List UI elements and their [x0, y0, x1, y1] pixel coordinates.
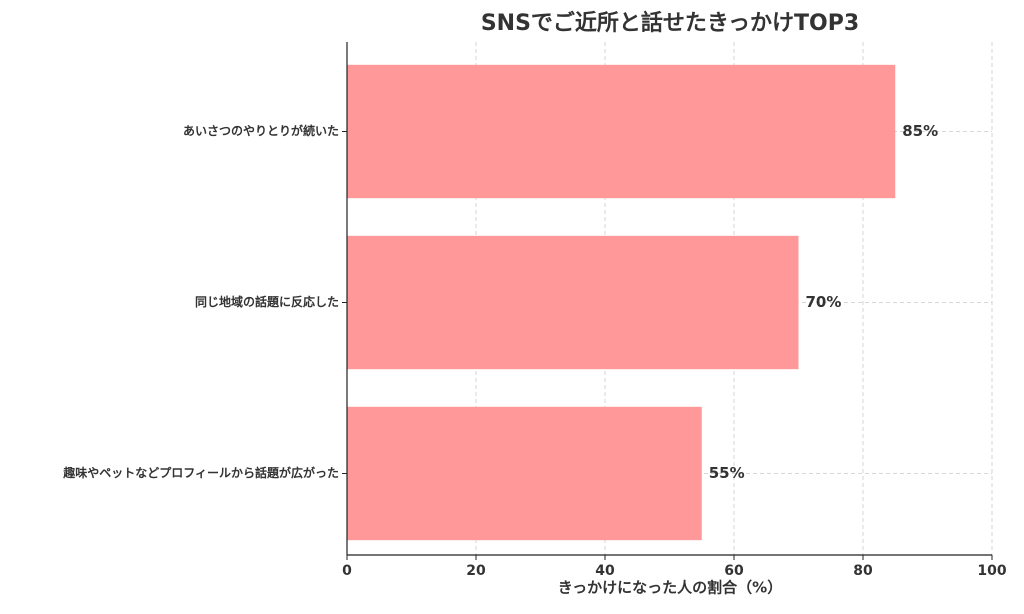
x-tick-label: 0 [342, 563, 352, 579]
value-label: 85% [902, 122, 938, 140]
value-label: 70% [806, 293, 842, 311]
x-tick-label: 20 [466, 563, 486, 579]
x-tick-label: 80 [853, 563, 873, 579]
y-tick-label: あいさつのやりとりが続いた [183, 123, 339, 138]
bar [347, 235, 799, 370]
value-label: 55% [709, 464, 745, 482]
bar [347, 64, 896, 199]
x-tick-label: 100 [977, 563, 1006, 579]
chart-title: SNSでご近所と話せたきっかけTOP3 [481, 10, 859, 36]
x-tick-label: 40 [595, 563, 615, 579]
bar [347, 406, 702, 541]
y-tick-label: 同じ地域の話題に反応した [195, 294, 339, 309]
x-axis-label: きっかけになった人の割合（%） [558, 579, 782, 597]
x-tick-label: 60 [724, 563, 744, 579]
y-tick-label: 趣味やペットなどプロフィールから話題が広がった [62, 465, 339, 480]
